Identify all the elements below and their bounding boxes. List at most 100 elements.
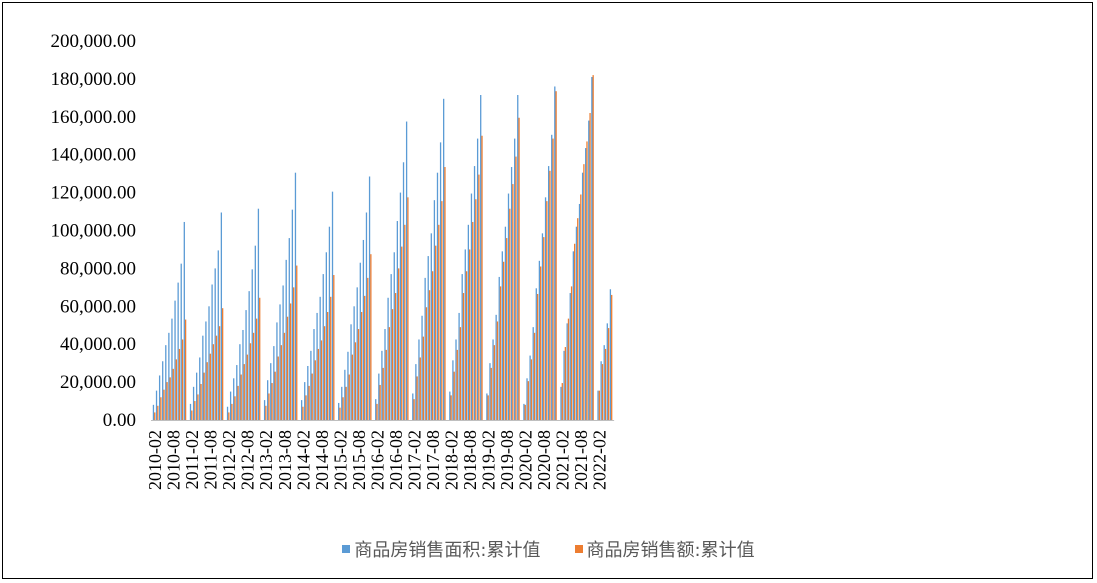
bar-area <box>183 221 185 420</box>
bar-amount <box>305 395 307 420</box>
bar-area <box>538 260 541 420</box>
bar-amount <box>540 266 542 420</box>
x-tick-label: 2021-08 <box>571 430 591 490</box>
bar-amount <box>543 237 545 420</box>
bar-area <box>220 212 223 420</box>
bar-area <box>498 276 500 420</box>
bar-amount <box>527 381 529 420</box>
bar-amount <box>296 265 298 420</box>
bar-amount <box>401 246 403 420</box>
bar-amount <box>570 286 573 420</box>
bar-area <box>158 375 161 420</box>
x-tick-label: 2016-08 <box>386 430 406 490</box>
bar-area <box>365 212 368 420</box>
bar-amount <box>416 376 418 420</box>
bar-amount <box>234 396 236 420</box>
bar-area <box>331 191 334 420</box>
legend-swatch-area <box>342 545 351 553</box>
bar-amount <box>283 332 286 420</box>
bar-area <box>325 252 327 420</box>
bar-amount <box>496 321 499 420</box>
bar-area <box>196 372 198 421</box>
x-tick-label: 2020-02 <box>516 430 536 490</box>
bar-area <box>464 249 466 420</box>
bar-area <box>551 134 553 421</box>
bar-area <box>226 406 229 420</box>
bar-amount <box>444 167 446 420</box>
bar-amount <box>194 401 196 420</box>
bar-amount <box>237 385 239 420</box>
x-tick-label: 2022-02 <box>590 430 610 490</box>
bar-area <box>600 361 602 420</box>
bar-area <box>424 277 426 421</box>
bar-area <box>328 226 331 420</box>
x-tick-label: 2012-02 <box>219 430 239 490</box>
bar-area <box>254 245 256 420</box>
bar-area <box>430 233 432 420</box>
bar-area <box>510 167 513 420</box>
bar-area <box>316 312 318 420</box>
bar-amount <box>265 405 267 420</box>
bar-amount <box>533 332 536 420</box>
bar-area <box>300 400 303 420</box>
bar-area <box>563 350 565 420</box>
bar-amount <box>323 326 326 420</box>
bar-area <box>353 306 355 420</box>
bar-amount <box>394 293 397 420</box>
bar-amount <box>561 383 563 420</box>
bar-area <box>267 380 269 420</box>
bar-area <box>155 390 158 420</box>
bar-amount <box>348 374 350 420</box>
bar-amount <box>481 135 483 420</box>
bar-amount <box>598 390 600 420</box>
bar-area <box>523 403 525 420</box>
bar-area <box>171 318 173 420</box>
x-tick-label: 2015-08 <box>349 430 369 490</box>
bar-area <box>578 203 581 420</box>
bar-amount <box>518 117 520 420</box>
bar-area <box>399 192 402 420</box>
bar-area <box>504 226 507 420</box>
bar-amount <box>586 141 588 420</box>
bar-area <box>285 259 287 420</box>
y-tick-label: 0.00 <box>103 410 136 431</box>
bar-area <box>507 193 510 420</box>
y-tick-label: 180,000.00 <box>51 69 137 90</box>
bar-amount <box>249 343 252 420</box>
bar-area <box>350 324 352 420</box>
x-tick-label: 2012-08 <box>238 430 258 490</box>
bar-area <box>242 329 244 420</box>
bar-amount <box>530 359 533 420</box>
bar-amount <box>243 364 245 420</box>
bar-amount <box>280 345 282 420</box>
bar-amount <box>391 309 394 420</box>
bar-area <box>541 233 544 420</box>
bar-amount <box>354 342 357 420</box>
bar-area <box>279 304 281 420</box>
bar-area <box>359 262 361 420</box>
bar-amount <box>228 412 230 420</box>
bar-area <box>251 269 253 420</box>
x-tick-label: 2011-02 <box>182 430 202 489</box>
bar-area <box>402 162 405 420</box>
bar-amount <box>302 406 304 420</box>
bar-amount <box>546 201 548 420</box>
bar-amount <box>293 287 295 420</box>
bar-area <box>319 296 321 420</box>
bar-area <box>199 357 201 420</box>
bar-amount <box>456 349 458 420</box>
bar-amount <box>382 367 384 420</box>
bar-amount <box>339 407 341 420</box>
bar-amount <box>413 399 415 420</box>
legend-swatch-amount <box>574 545 583 553</box>
bar-area <box>572 251 574 420</box>
bar-amount <box>376 403 378 420</box>
bar-amount <box>589 113 591 420</box>
bar-amount <box>475 199 477 420</box>
x-tick-label: 2010-08 <box>164 430 184 490</box>
x-tick-label: 2010-02 <box>145 430 165 490</box>
bar-area <box>282 285 284 420</box>
bar-area <box>248 291 250 420</box>
bar-amount <box>246 354 249 420</box>
legend: 商品房销售面积:累计值 商品房销售额:累计值 <box>0 536 1097 562</box>
